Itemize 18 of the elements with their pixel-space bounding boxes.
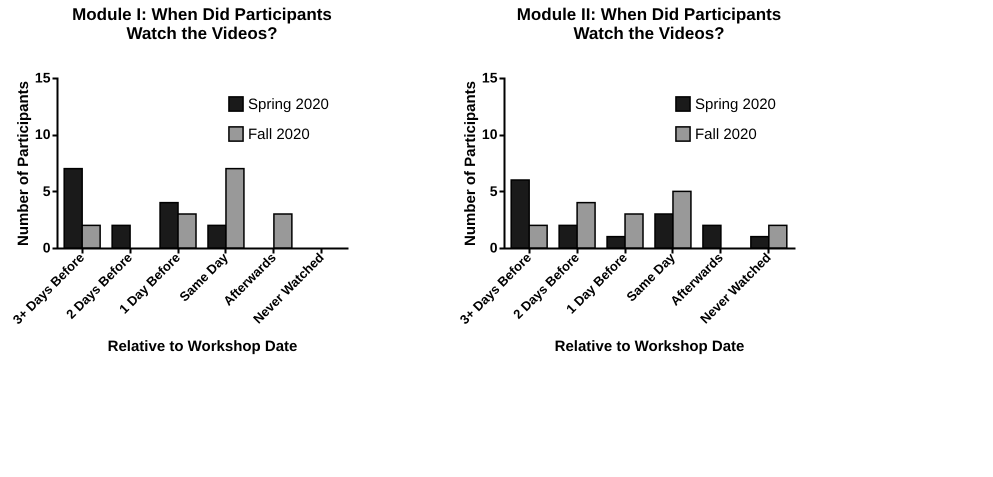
- y-tick-label: 10: [34, 126, 51, 142]
- legend-label: Fall 2020: [248, 126, 310, 143]
- chart-title: Module II: When Did Participants Watch the Videos?: [516, 5, 782, 43]
- y-axis-title: Number of Participants: [462, 80, 479, 246]
- x-axis-title: Relative to Workshop Date: [554, 338, 744, 356]
- y-tick-label: 15: [482, 70, 498, 86]
- chart-title: Module I: When Did Participants Watch the Videos?: [72, 5, 332, 43]
- x-axis-title: Relative to Workshop Date: [108, 338, 298, 356]
- legend-label: Spring 2020: [248, 96, 329, 113]
- y-tick-label: 5: [490, 182, 498, 199]
- y-tick-label: 0: [42, 240, 51, 256]
- y-tick-label: 0: [490, 240, 498, 256]
- y-tick-label: 5: [42, 182, 51, 199]
- y-tick-label: 10: [482, 126, 498, 142]
- y-tick-label: 15: [34, 70, 51, 86]
- y-axis-title: Number of Participants: [14, 80, 32, 246]
- legend-label: Fall 2020: [695, 126, 757, 143]
- legend-label: Spring 2020: [695, 96, 776, 113]
